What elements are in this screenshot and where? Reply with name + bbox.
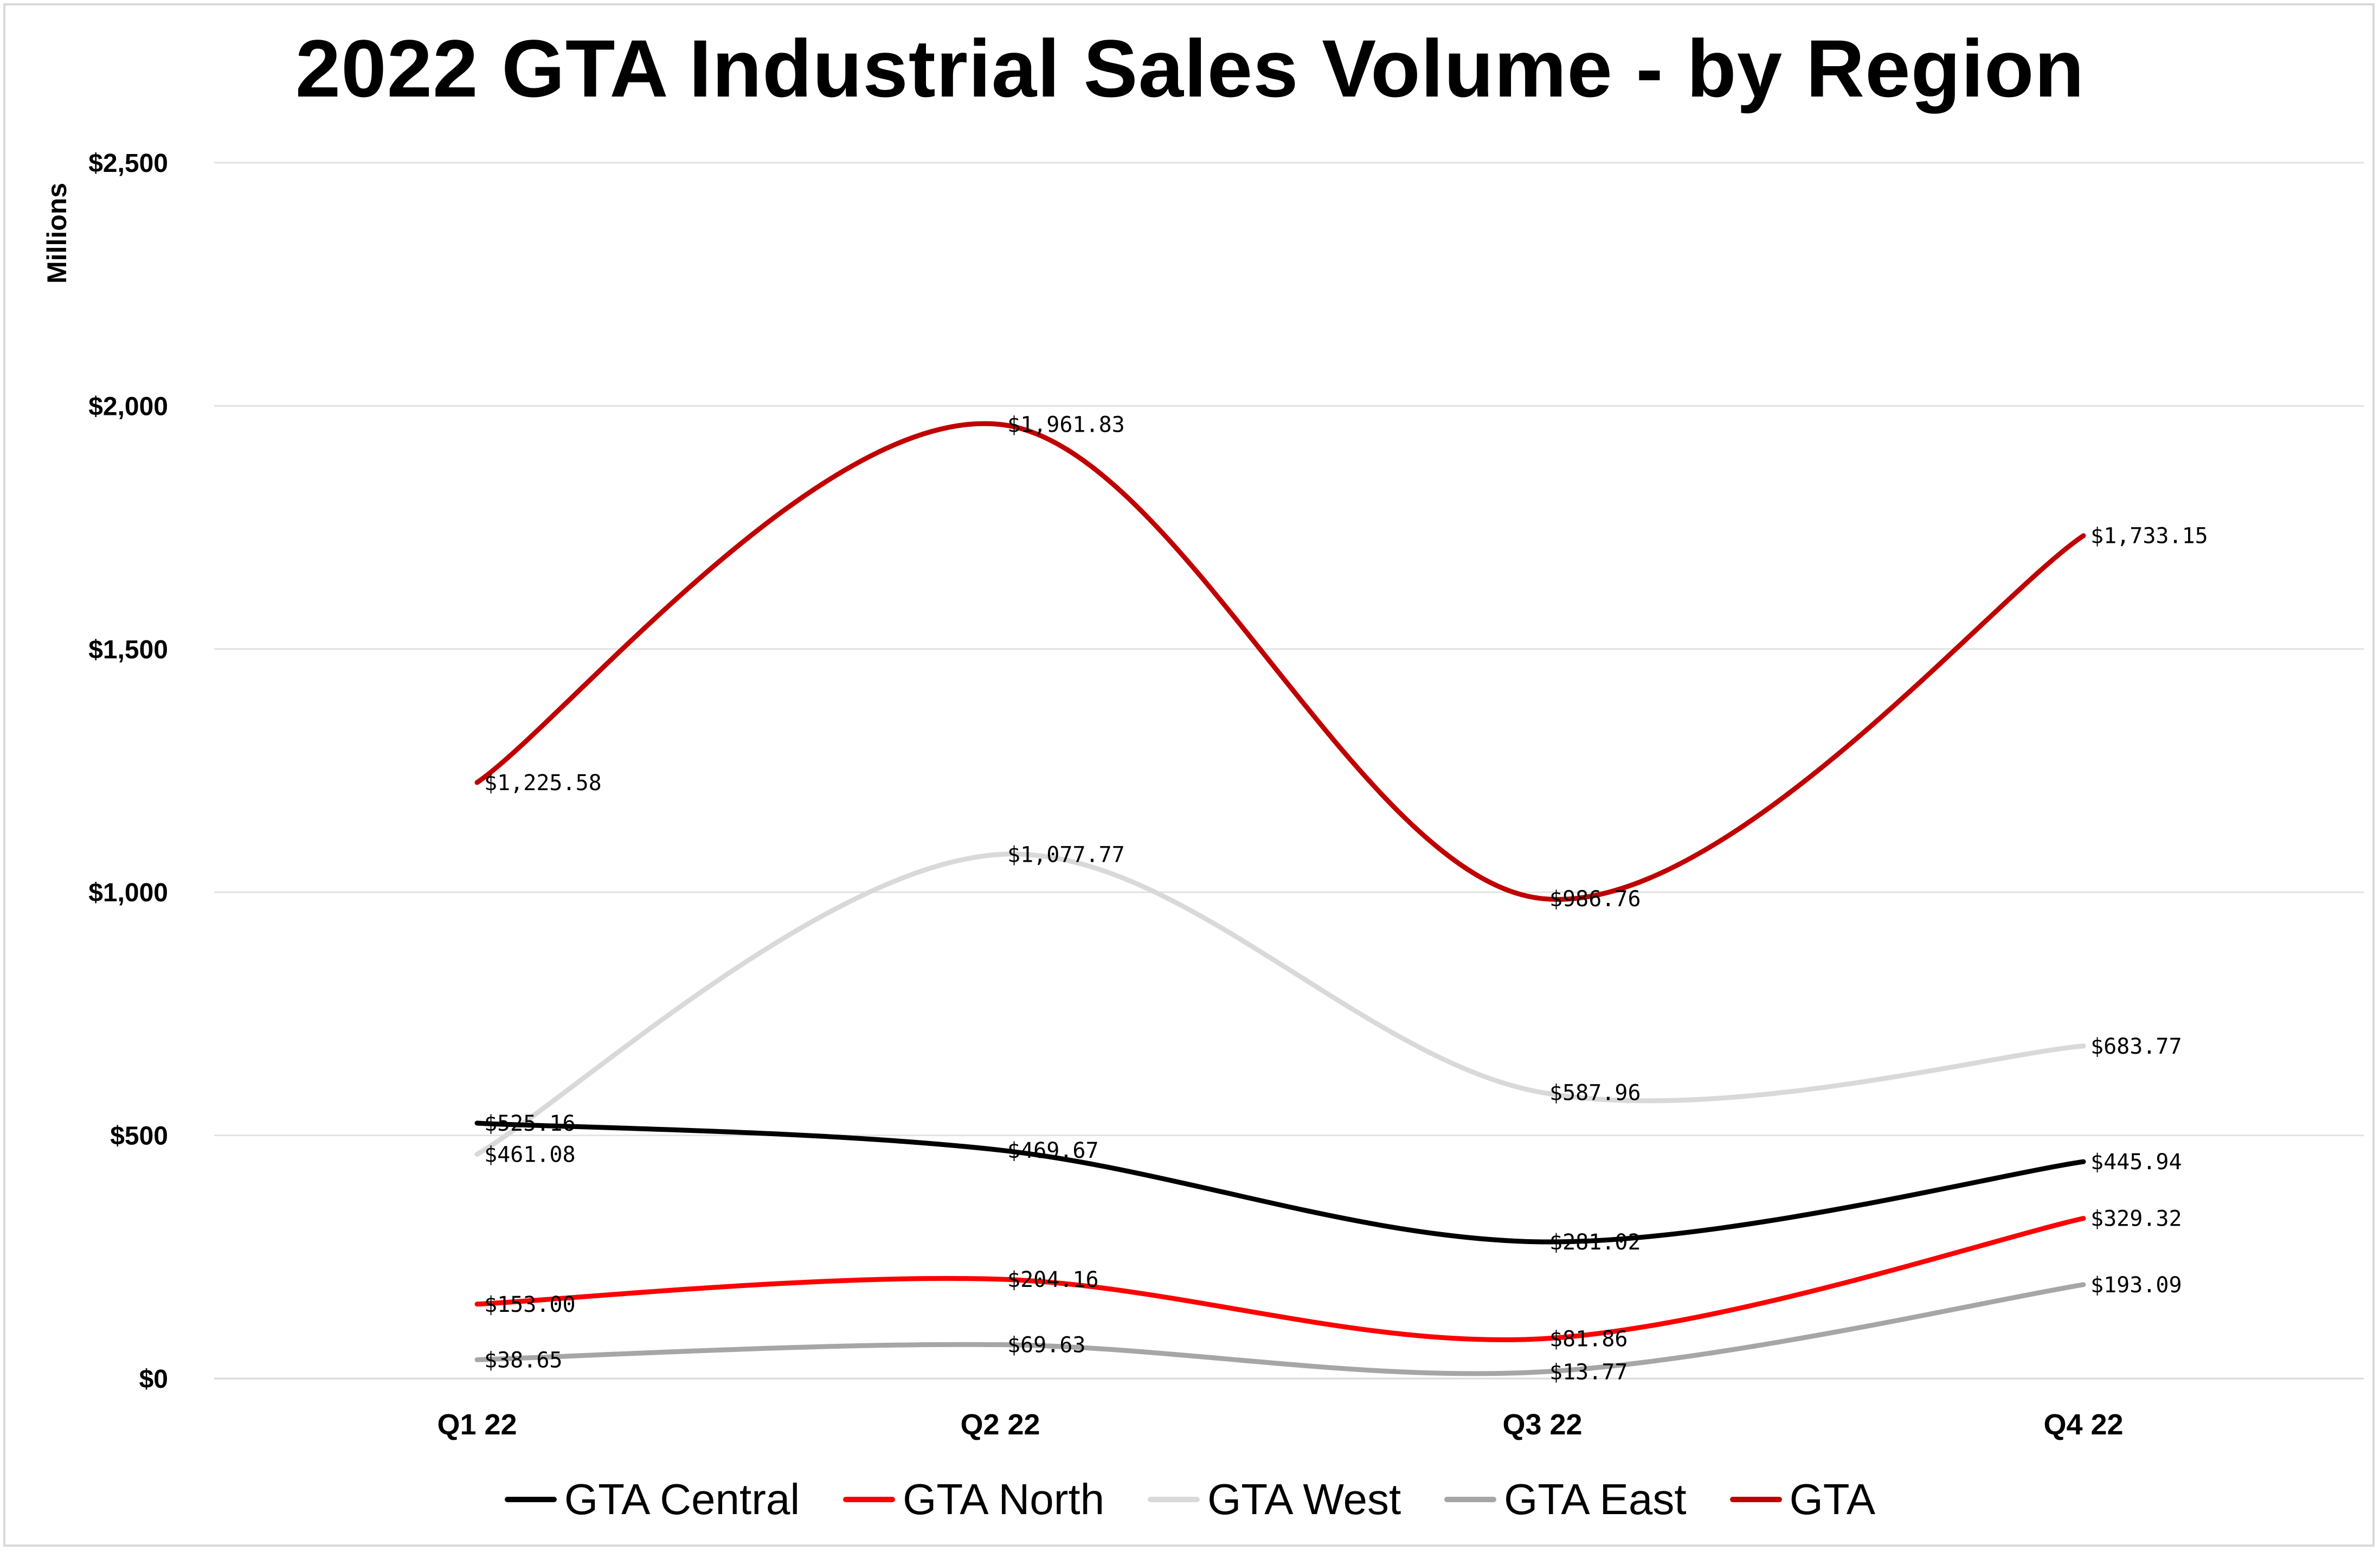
data-label-gta-west: $1,077.77 [1007, 842, 1125, 867]
line-chart: $0 $500 $1,000 $1,500 $2,000 $2,500 Q1 22 Q2 2… [88, 149, 2364, 1441]
data-label-gta: $1,961.83 [1007, 413, 1125, 438]
data-label-gta-east: $69.63 [1007, 1333, 1086, 1358]
legend-item-gta-east: GTA East [1444, 1475, 1687, 1524]
x-tick-label: Q1 22 [437, 1408, 517, 1441]
series-line-gta-east [474, 1282, 2086, 1376]
legend-label: GTA East [1504, 1475, 1687, 1523]
legend-label: GTA North [903, 1475, 1105, 1523]
y-tick-label: $2,000 [88, 392, 168, 421]
data-label-gta-west: $461.08 [484, 1143, 576, 1168]
data-label-gta-central: $445.94 [2090, 1150, 2182, 1175]
data-label-gta-central: $281.02 [1549, 1230, 1641, 1255]
data-label-gta-north: $204.16 [1007, 1267, 1099, 1292]
chart-frame [3, 3, 2375, 1547]
legend-label: GTA West [1207, 1475, 1401, 1523]
legend-swatch [843, 1497, 896, 1502]
data-label-gta-east: $38.65 [484, 1348, 563, 1373]
gridlines [214, 162, 2364, 1380]
chart-title: 2022 GTA Industrial Sales Volume - by Re… [295, 23, 2085, 114]
legend: GTA Central GTA North GTA West GTA East GTA [0, 1470, 2380, 1529]
data-label-gta-west: $587.96 [1549, 1081, 1641, 1106]
legend-item-gta: GTA [1729, 1475, 1876, 1524]
legend-swatch [1148, 1497, 1200, 1502]
y-tick-label: $1,000 [88, 879, 168, 907]
legend-swatch [1729, 1497, 1782, 1502]
y-axis-ticks: $0 $500 $1,000 $1,500 $2,000 $2,500 [88, 149, 168, 1394]
x-axis-ticks: Q1 22 Q2 22 Q3 22 Q4 22 [437, 1408, 2123, 1441]
series-line-gta-central [474, 1120, 2086, 1245]
series-line-gta-north [474, 1216, 2086, 1343]
data-label-gta-north: $153.00 [484, 1292, 576, 1317]
legend-item-gta-central: GTA Central [504, 1475, 800, 1524]
data-label-gta-central: $525.16 [484, 1111, 576, 1136]
data-label-gta-north: $81.86 [1549, 1327, 1628, 1352]
series-line-gta [474, 421, 2086, 902]
y-tick-label: $2,500 [88, 149, 168, 178]
data-labels: $525.16 $469.67 $281.02 $445.94 $153.00 $204.… [484, 413, 2208, 1385]
x-tick-label: Q4 22 [2043, 1408, 2123, 1441]
y-tick-label: $0 [139, 1365, 168, 1394]
data-label-gta-west: $683.77 [2090, 1034, 2182, 1059]
legend-swatch [1444, 1497, 1497, 1502]
legend-item-gta-west: GTA West [1148, 1475, 1401, 1524]
data-label-gta: $1,225.58 [484, 771, 602, 796]
series-line-gta-west [474, 851, 2086, 1157]
data-label-gta-east: $193.09 [2090, 1273, 2182, 1298]
data-label-gta: $986.76 [1549, 887, 1641, 912]
y-tick-label: $500 [110, 1122, 168, 1151]
x-tick-label: Q2 22 [960, 1408, 1040, 1441]
data-label-gta: $1,733.15 [2090, 524, 2208, 549]
legend-label: GTA [1789, 1475, 1876, 1523]
legend-label: GTA Central [564, 1475, 800, 1523]
x-tick-label: Q3 22 [1502, 1408, 1582, 1441]
legend-item-gta-north: GTA North [843, 1475, 1104, 1524]
y-tick-label: $1,500 [88, 636, 168, 664]
data-label-gta-north: $329.32 [2090, 1207, 2182, 1232]
data-label-gta-east: $13.77 [1549, 1360, 1628, 1385]
series-lines [474, 421, 2086, 1376]
data-label-gta-central: $469.67 [1007, 1138, 1099, 1163]
legend-swatch [504, 1497, 557, 1502]
